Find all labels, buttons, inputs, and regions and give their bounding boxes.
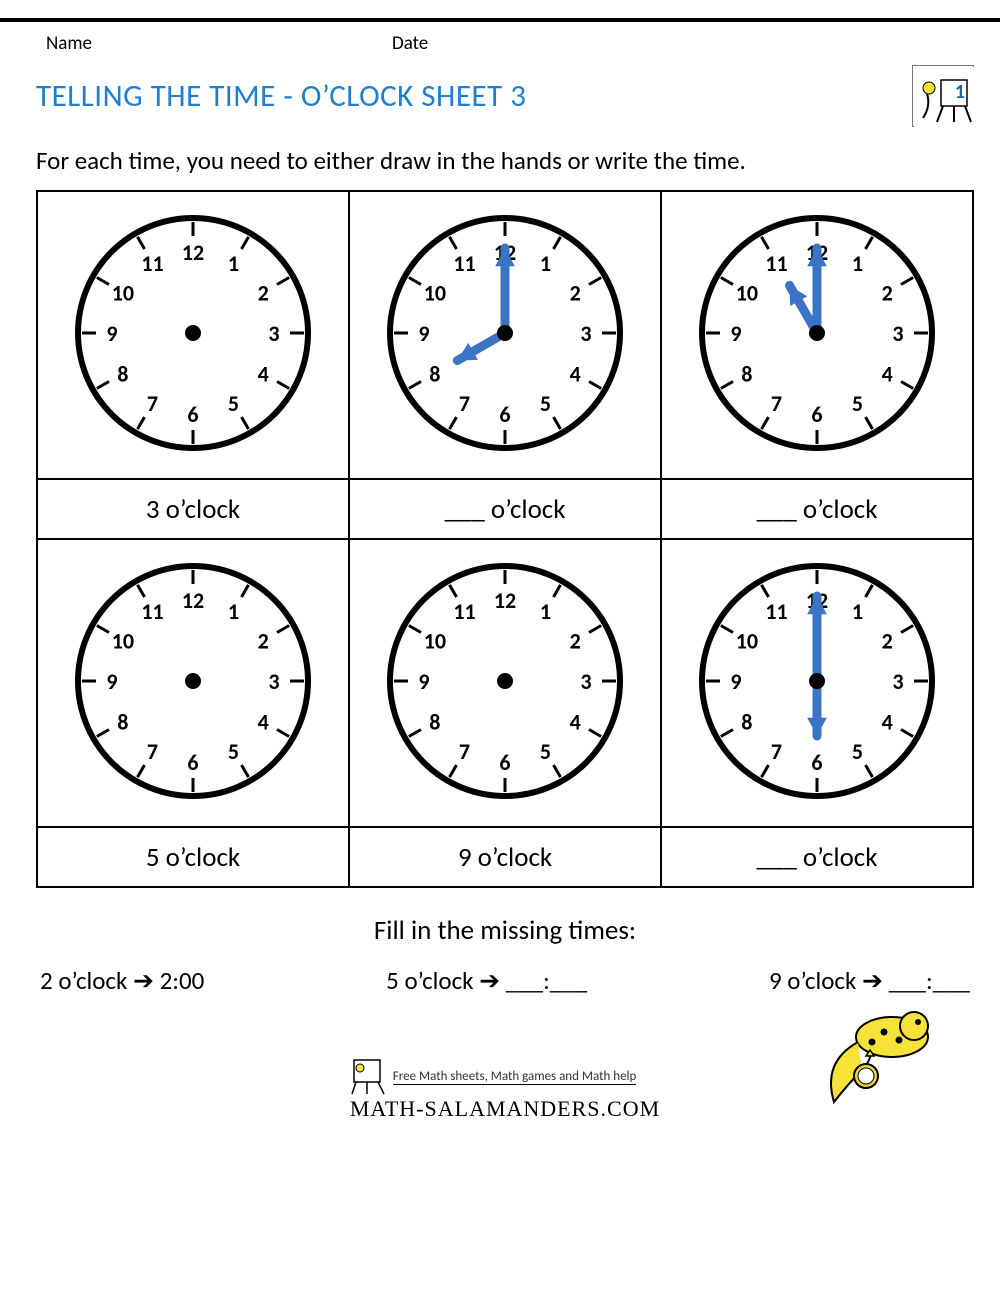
svg-text:2: 2 bbox=[882, 628, 893, 655]
svg-text:8: 8 bbox=[741, 361, 752, 388]
clock-cell-0: 12 12 3 45 6 789 10 11 bbox=[37, 191, 349, 479]
svg-text:8: 8 bbox=[429, 361, 440, 388]
svg-text:9: 9 bbox=[106, 320, 117, 347]
clock-label-4: 9 o’clock bbox=[349, 827, 661, 887]
svg-text:11: 11 bbox=[141, 598, 163, 625]
svg-text:4: 4 bbox=[570, 709, 581, 736]
svg-text:11: 11 bbox=[453, 598, 475, 625]
svg-text:12: 12 bbox=[182, 239, 204, 266]
svg-text:7: 7 bbox=[147, 738, 158, 765]
svg-text:6: 6 bbox=[187, 401, 198, 428]
svg-text:12: 12 bbox=[494, 587, 516, 614]
svg-text:7: 7 bbox=[771, 738, 782, 765]
svg-text:6: 6 bbox=[811, 749, 822, 776]
salamander-mascot-icon bbox=[814, 992, 944, 1112]
svg-text:6: 6 bbox=[499, 749, 510, 776]
svg-text:2: 2 bbox=[882, 280, 893, 307]
svg-text:7: 7 bbox=[771, 390, 782, 417]
svg-text:5: 5 bbox=[852, 390, 863, 417]
instructions-text: For each time, you need to either draw i… bbox=[36, 145, 974, 176]
svg-text:3: 3 bbox=[580, 668, 591, 695]
svg-text:1: 1 bbox=[540, 598, 551, 625]
svg-text:9: 9 bbox=[730, 668, 741, 695]
svg-text:4: 4 bbox=[570, 361, 581, 388]
fill-item-1: 5 o’clock ➔ ___:___ bbox=[386, 965, 587, 996]
page-footer: Free Math sheets, Math games and Math he… bbox=[36, 1036, 974, 1152]
svg-text:3: 3 bbox=[892, 320, 903, 347]
svg-text:8: 8 bbox=[429, 709, 440, 736]
svg-text:6: 6 bbox=[499, 401, 510, 428]
footer-logo-icon bbox=[350, 1056, 390, 1096]
worksheet-page: Name Date TELLING THE TIME - O’CLOCK SHE… bbox=[0, 18, 1000, 1172]
svg-text:11: 11 bbox=[141, 250, 163, 277]
svg-text:9: 9 bbox=[418, 668, 429, 695]
svg-text:9: 9 bbox=[418, 320, 429, 347]
grade-badge: 1 bbox=[912, 65, 974, 127]
svg-text:2: 2 bbox=[570, 280, 581, 307]
clock-cell-2: 121234567891011 bbox=[661, 191, 973, 479]
svg-text:10: 10 bbox=[424, 280, 446, 307]
svg-text:11: 11 bbox=[765, 598, 787, 625]
clock-grid: 121234567891011 121234567891011 12123456… bbox=[36, 190, 974, 888]
clock-cell-1: 121234567891011 bbox=[349, 191, 661, 479]
svg-text:3: 3 bbox=[268, 320, 279, 347]
svg-text:1: 1 bbox=[228, 250, 239, 277]
svg-text:9: 9 bbox=[730, 320, 741, 347]
badge-number: 1 bbox=[955, 80, 965, 104]
clock-cell-5: 121234567891011 bbox=[661, 539, 973, 827]
svg-text:2: 2 bbox=[258, 280, 269, 307]
svg-text:10: 10 bbox=[112, 280, 134, 307]
svg-text:2: 2 bbox=[258, 628, 269, 655]
fill-item-0: 2 o’clock ➔ 2:00 bbox=[40, 965, 204, 996]
date-label: Date bbox=[392, 32, 428, 55]
clock-cell-3: 12 12 3 45 6 789 10 11 bbox=[37, 539, 349, 827]
svg-text:7: 7 bbox=[459, 738, 470, 765]
svg-text:4: 4 bbox=[882, 709, 893, 736]
svg-text:3: 3 bbox=[892, 668, 903, 695]
name-label: Name bbox=[46, 32, 92, 55]
svg-text:10: 10 bbox=[736, 628, 758, 655]
svg-text:4: 4 bbox=[258, 709, 269, 736]
svg-text:10: 10 bbox=[424, 628, 446, 655]
svg-text:5: 5 bbox=[852, 738, 863, 765]
svg-text:3: 3 bbox=[580, 320, 591, 347]
svg-text:8: 8 bbox=[741, 709, 752, 736]
fill-subheading: Fill in the missing times: bbox=[36, 914, 974, 947]
svg-text:10: 10 bbox=[736, 280, 758, 307]
svg-text:5: 5 bbox=[228, 738, 239, 765]
clock-label-0: 3 o’clock bbox=[37, 479, 349, 539]
clock-label-1: ___ o’clock bbox=[349, 479, 661, 539]
svg-text:7: 7 bbox=[459, 390, 470, 417]
svg-text:4: 4 bbox=[882, 361, 893, 388]
clock-label-3: 5 o’clock bbox=[37, 827, 349, 887]
svg-text:8: 8 bbox=[117, 709, 128, 736]
svg-text:5: 5 bbox=[228, 390, 239, 417]
svg-text:11: 11 bbox=[453, 250, 475, 277]
clock-label-2: ___ o’clock bbox=[661, 479, 973, 539]
svg-text:1: 1 bbox=[228, 598, 239, 625]
footer-brand: MATH-SALAMANDERS.COM bbox=[350, 1096, 660, 1122]
page-title: TELLING THE TIME - O’CLOCK SHEET 3 bbox=[36, 77, 526, 115]
svg-text:2: 2 bbox=[570, 628, 581, 655]
svg-text:3: 3 bbox=[268, 668, 279, 695]
svg-text:4: 4 bbox=[258, 361, 269, 388]
svg-text:12: 12 bbox=[182, 587, 204, 614]
svg-text:6: 6 bbox=[187, 749, 198, 776]
footer-tagline: Free Math sheets, Math games and Math he… bbox=[393, 1069, 637, 1085]
svg-text:5: 5 bbox=[540, 390, 551, 417]
svg-text:1: 1 bbox=[852, 250, 863, 277]
name-date-row: Name Date bbox=[36, 26, 974, 61]
svg-text:11: 11 bbox=[765, 250, 787, 277]
svg-text:5: 5 bbox=[540, 738, 551, 765]
svg-text:1: 1 bbox=[852, 598, 863, 625]
clock-label-5: ___ o’clock bbox=[661, 827, 973, 887]
svg-text:10: 10 bbox=[112, 628, 134, 655]
clock-cell-4: 12 12 3 45 6 789 10 11 bbox=[349, 539, 661, 827]
svg-text:6: 6 bbox=[811, 401, 822, 428]
svg-text:1: 1 bbox=[540, 250, 551, 277]
svg-text:7: 7 bbox=[147, 390, 158, 417]
svg-text:9: 9 bbox=[106, 668, 117, 695]
top-rule bbox=[0, 18, 1000, 22]
svg-text:8: 8 bbox=[117, 361, 128, 388]
